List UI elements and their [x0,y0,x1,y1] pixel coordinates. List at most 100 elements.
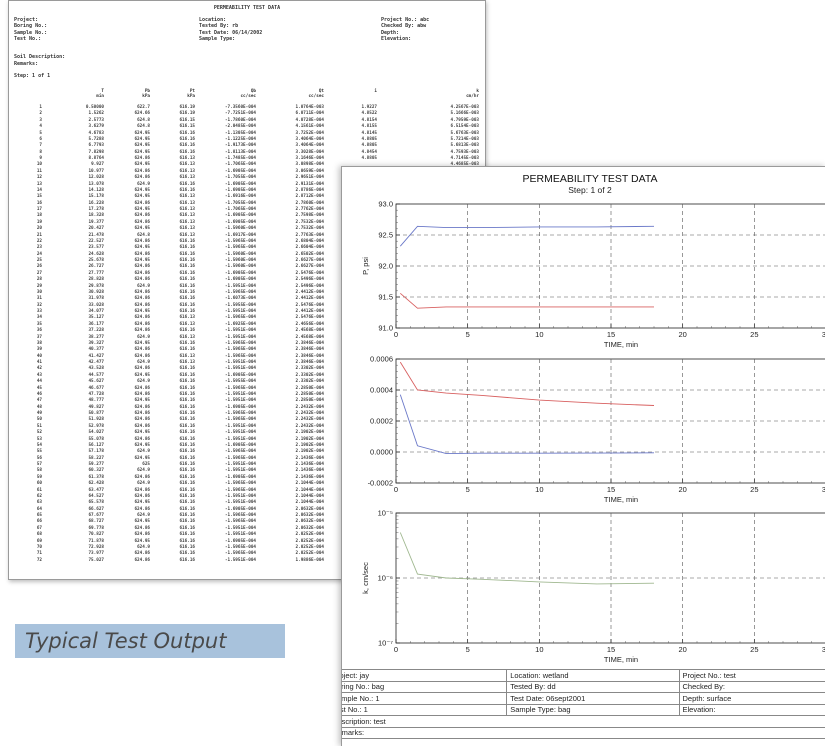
table-cell: 50.877 [88,411,104,416]
table-cell: 616.16 [179,143,195,149]
table-cell: 1.9886E-004 [295,557,324,563]
table-cell: -1.7860E-004 [224,117,256,123]
table-cell: 58.227 [88,455,104,461]
table-cell: 45.627 [88,379,104,385]
series-line-2 [400,292,654,309]
table-cell: 624.66 [134,111,150,117]
column-unit: cm/hr [466,94,479,100]
table-cell: 616.16 [179,430,195,436]
table-cell: 5.7214E-003 [450,136,479,142]
table-cell: 55 [36,449,42,455]
table-cell: 63 [36,500,42,506]
table-cell: -1.5951E-004 [224,334,256,340]
table-cell: 624.86 [134,270,150,276]
table-cell: 3.3028E-004 [295,149,324,155]
y-tick-label: 0.0004 [370,386,393,395]
table-cell: -1.5951E-004 [224,366,256,372]
table-cell: -7.3560E-004 [224,105,256,110]
table-cell: 616.13 [179,194,195,200]
table-cell: 624.9 [137,360,150,365]
table-cell: -1.5965E-004 [224,455,256,461]
back-header-left: Project: Boring No.: Sample No.: Test No.: [14,17,47,43]
column-name: T [101,89,104,94]
table-cell: 2.6502E-004 [295,251,324,257]
table-cell: 624.86 [134,353,150,359]
table-cell: 2.4412E-004 [295,289,324,295]
table-cell: -1.8113E-004 [224,149,256,155]
table-cell: 2.5476E-004 [295,302,324,308]
table-cell: 18.328 [88,213,104,219]
table-cell: -1.5965E-004 [224,315,256,321]
table-cell: 616.13 [179,226,195,232]
back-header-line: Test Date: 06/14/2002 [199,29,263,36]
x-tick-label: 10 [535,485,543,494]
table-cell: 5 [39,130,42,136]
info-cell: Test No.: 1 [342,703,508,716]
back-column-header: Qt cc/sec [262,89,324,99]
table-cell: 616.16 [179,238,195,244]
table-cell: 624.86 [134,423,150,429]
table-cell: 2.3302E-004 [295,366,324,372]
table-cell: 28.828 [88,277,104,283]
back-header-line: Tested By: rb [199,23,239,30]
y-tick-label: 93.0 [378,200,393,209]
table-cell: 59.277 [88,462,104,467]
table-cell: 2.6627E-004 [295,264,324,270]
table-cell: 2.6604E-004 [295,245,324,251]
table-cell: 3.0898E-004 [295,162,324,168]
table-cell: 7 [39,143,42,149]
table-cell: 624.95 [134,194,150,200]
table-cell: 25 [36,258,42,263]
table-cell: 616.16 [179,538,195,544]
table-cell: 616.19 [179,111,195,117]
table-cell: 42 [36,366,42,372]
table-cell: 2.5773 [88,117,104,123]
table-cell: -1.6925E-004 [224,321,256,327]
table-cell: 616.16 [179,328,195,334]
back-remarks: Remarks: [14,60,39,67]
table-cell: -1.6905E-004 [224,404,256,410]
table-cell: 616.13 [179,315,195,321]
table-cell: -1.1305E-004 [224,130,256,136]
table-cell: -1.5965E-004 [224,353,256,359]
table-cell: 2.1044E-004 [295,481,324,487]
info-row: Remarks: [342,726,825,739]
table-cell: 616.16 [179,187,195,193]
back-step: Step: 1 of 1 [14,73,51,79]
table-cell: 5.6813E-003 [450,143,479,149]
table-cell: 616.16 [179,385,195,391]
table-cell: 2.9651E-004 [295,175,324,181]
table-cell: 63.477 [88,487,104,493]
back-column-header: Qb cc/sec [196,89,256,99]
table-cell: 2.0632E-004 [295,525,324,531]
table-cell: 51 [36,423,42,429]
table-cell: 8.8764 [88,156,104,161]
x-tick-label: 0 [394,645,398,654]
table-cell: -1.6905E-004 [224,187,256,193]
table-cell: 616.16 [179,398,195,404]
table-cell: 4.8805 [361,156,377,161]
table-cell: 6.7793 [88,143,104,149]
series-line-2 [399,394,655,455]
table-cell: -1.5951E-004 [224,436,256,442]
table-cell: 3.4064E-004 [295,143,324,149]
x-tick-label: 0 [394,485,398,494]
table-cell: 26 [36,264,42,270]
table-cell: 58 [36,468,42,474]
table-cell: 6.5154E-003 [450,124,479,130]
table-cell: 25.678 [88,258,104,263]
back-header-middle: Location: Tested By: rb Test Date: 06/14/2… [199,17,262,43]
table-cell: 65.578 [88,500,104,506]
table-cell: 616.16 [179,455,195,461]
table-cell: 38.277 [88,334,104,340]
x-tick-label: 30 [822,645,825,654]
table-cell: 2.2850E-004 [295,398,324,404]
table-cell: 616.16 [179,481,195,487]
table-cell: 22.527 [88,238,104,244]
table-cell: -1.5951E-004 [224,391,256,397]
table-cell: -1.5965E-004 [224,513,256,518]
table-cell: 61 [36,487,42,493]
table-cell: -1.5965E-004 [224,238,256,244]
table-cell: 2.0632E-004 [295,506,324,512]
